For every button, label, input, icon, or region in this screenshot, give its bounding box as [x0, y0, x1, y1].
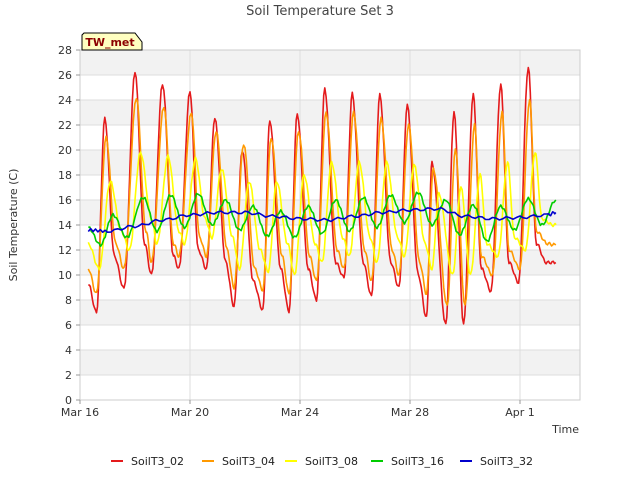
- plot-band: [80, 325, 580, 350]
- x-tick-label: Mar 20: [171, 406, 209, 419]
- legend-item-soilt3_16: SoilT3_16: [371, 455, 444, 468]
- x-axis-ticks: Mar 16 Mar 20 Mar 24 Mar 28 Apr 1: [61, 400, 535, 419]
- legend-label: SoilT3_32: [480, 455, 533, 468]
- chart-title: Soil Temperature Set 3: [246, 4, 394, 19]
- x-tick-label: Apr 1: [505, 406, 535, 419]
- y-tick-label: 26: [58, 69, 72, 82]
- x-tick-label: Mar 24: [281, 406, 319, 419]
- plot-band: [80, 50, 580, 75]
- legend: SoilT3_02 SoilT3_04 SoilT3_08 SoilT3_16 Soil…: [111, 455, 533, 468]
- station-badge: TW_met: [81, 32, 143, 51]
- y-tick-label: 0: [65, 394, 72, 407]
- series-line-soilt3_16: [88, 191, 557, 248]
- legend-item-soilt3_04: SoilT3_04: [202, 455, 275, 468]
- y-tick-label: 28: [58, 44, 72, 57]
- y-tick-label: 14: [58, 219, 72, 232]
- series-line-soilt3_32: [87, 206, 557, 233]
- legend-label: SoilT3_08: [305, 455, 358, 468]
- y-tick-label: 16: [58, 194, 72, 207]
- plot-band: [80, 300, 580, 325]
- x-tick-label: Mar 16: [61, 406, 99, 419]
- legend-label: SoilT3_04: [222, 455, 275, 468]
- plot-band: [80, 350, 580, 375]
- y-tick-label: 20: [58, 144, 72, 157]
- x-axis-label: Time: [551, 423, 579, 436]
- y-tick-label: 12: [58, 244, 72, 257]
- y-tick-label: 2: [65, 369, 72, 382]
- plot-band: [80, 275, 580, 300]
- legend-label: SoilT3_16: [391, 455, 444, 468]
- y-tick-label: 4: [65, 344, 72, 357]
- y-tick-label: 22: [58, 119, 72, 132]
- y-tick-label: 18: [58, 169, 72, 182]
- plot-band: [80, 250, 580, 275]
- series-line-soilt3_08: [87, 151, 557, 276]
- plot-band: [80, 375, 580, 400]
- x-tick-label: Mar 28: [391, 406, 429, 419]
- plot-band: [80, 100, 580, 125]
- plot-band: [80, 75, 580, 100]
- legend-item-soilt3_02: SoilT3_02: [111, 455, 184, 468]
- y-tick-label: 24: [58, 94, 72, 107]
- y-axis-label: Soil Temperature (C): [7, 169, 20, 282]
- station-badge-label: TW_met: [85, 36, 134, 49]
- legend-item-soilt3_08: SoilT3_08: [285, 455, 358, 468]
- legend-item-soilt3_32: SoilT3_32: [460, 455, 533, 468]
- y-tick-label: 6: [65, 319, 72, 332]
- y-tick-label: 10: [58, 269, 72, 282]
- y-tick-label: 8: [65, 294, 72, 307]
- legend-label: SoilT3_02: [131, 455, 184, 468]
- series-group: [87, 66, 557, 325]
